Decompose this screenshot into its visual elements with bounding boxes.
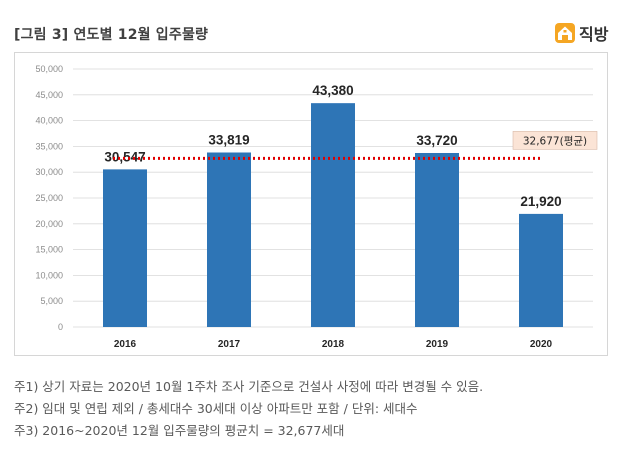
y-tick-label: 45,000	[35, 90, 63, 100]
y-tick-label: 20,000	[35, 219, 63, 229]
bar	[311, 103, 355, 327]
x-tick-label: 2018	[322, 339, 345, 350]
data-label: 33,720	[416, 133, 457, 148]
data-label: 30,547	[104, 149, 145, 164]
y-tick-label: 15,000	[35, 245, 63, 255]
x-tick-label: 2020	[530, 339, 553, 350]
chart-area: 0 5,000 10,000 15,000 20,000 25,000 30,000 35,0…	[14, 52, 608, 356]
y-tick-label: 0	[58, 322, 63, 332]
data-label: 33,819	[208, 132, 249, 147]
y-tick-label: 25,000	[35, 193, 63, 203]
y-tick-label: 50,000	[35, 64, 63, 74]
y-tick-label: 40,000	[35, 116, 63, 126]
figure-title: [그림 3] 연도별 12월 입주물량	[14, 27, 209, 43]
logo-text: 직방	[579, 25, 609, 44]
x-tick-label: 2019	[426, 339, 449, 350]
footnote-1: 주1) 상기 자료는 2020년 10월 1주차 조사 기준으로 건설사 사정에…	[14, 379, 484, 394]
bar	[103, 169, 147, 327]
zigbang-logo: 직방	[554, 21, 608, 45]
bar	[207, 152, 251, 327]
house-logo-icon	[555, 23, 575, 43]
data-label: 43,380	[312, 83, 353, 98]
footnote-2: 주2) 임대 및 연립 제외 / 총세대수 30세대 이상 아파트만 포함 / …	[14, 401, 418, 416]
footnotes: 주1) 상기 자료는 2020년 10월 1주차 조사 기준으로 건설사 사정에…	[14, 376, 483, 442]
x-tick-label: 2016	[114, 339, 137, 350]
x-tick-label: 2017	[218, 339, 241, 350]
y-tick-label: 5,000	[40, 296, 63, 306]
data-label: 21,920	[520, 194, 561, 209]
footnote-3: 주3) 2016~2020년 12월 입주물량의 평균치 = 32,677세대	[14, 423, 345, 438]
bar-chart: 0 5,000 10,000 15,000 20,000 25,000 30,000 35,0…	[35, 64, 598, 350]
average-label: 32,677(평균)	[523, 135, 587, 147]
header: [그림 3] 연도별 12월 입주물량 직방	[0, 0, 640, 50]
average-label-box	[512, 131, 598, 150]
y-tick-label: 35,000	[35, 141, 63, 151]
y-tick-label: 30,000	[35, 167, 63, 177]
bar	[519, 213, 563, 327]
bar	[415, 153, 459, 327]
y-tick-label: 10,000	[35, 270, 63, 280]
